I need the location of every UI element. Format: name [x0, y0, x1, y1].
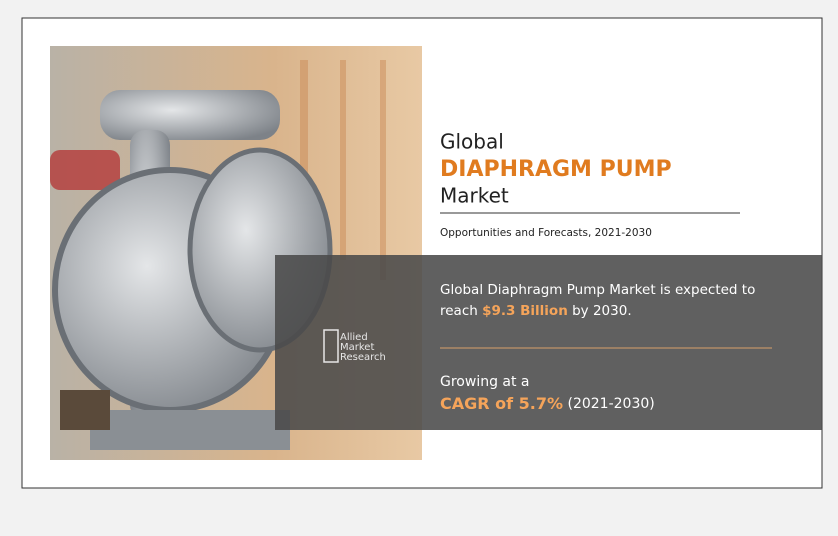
subtitle: Opportunities and Forecasts, 2021-2030 — [440, 227, 652, 239]
title-highlight: DIAPHRAGM PUMP — [440, 157, 672, 182]
logo-text: Research — [340, 352, 386, 363]
title-line: Market — [440, 184, 509, 208]
statement: Global Diaphragm Pump Market is expected… — [440, 282, 755, 298]
growth: CAGR of 5.7% (2021-2030) — [440, 394, 655, 413]
statement: reach $9.3 Billion by 2030. — [440, 303, 632, 319]
page: Allied Market Research Global DIAPHRAGM … — [0, 0, 838, 536]
statement-value: $9.3 Billion — [482, 303, 568, 319]
growth-intro: Growing at a — [440, 374, 530, 390]
title-line: Global — [440, 130, 504, 154]
growth-value: CAGR of 5.7% — [440, 394, 563, 413]
statement-text: reach — [440, 303, 478, 319]
growth-period: (2021-2030) — [568, 396, 655, 412]
statement-text: by 2030. — [572, 303, 632, 319]
